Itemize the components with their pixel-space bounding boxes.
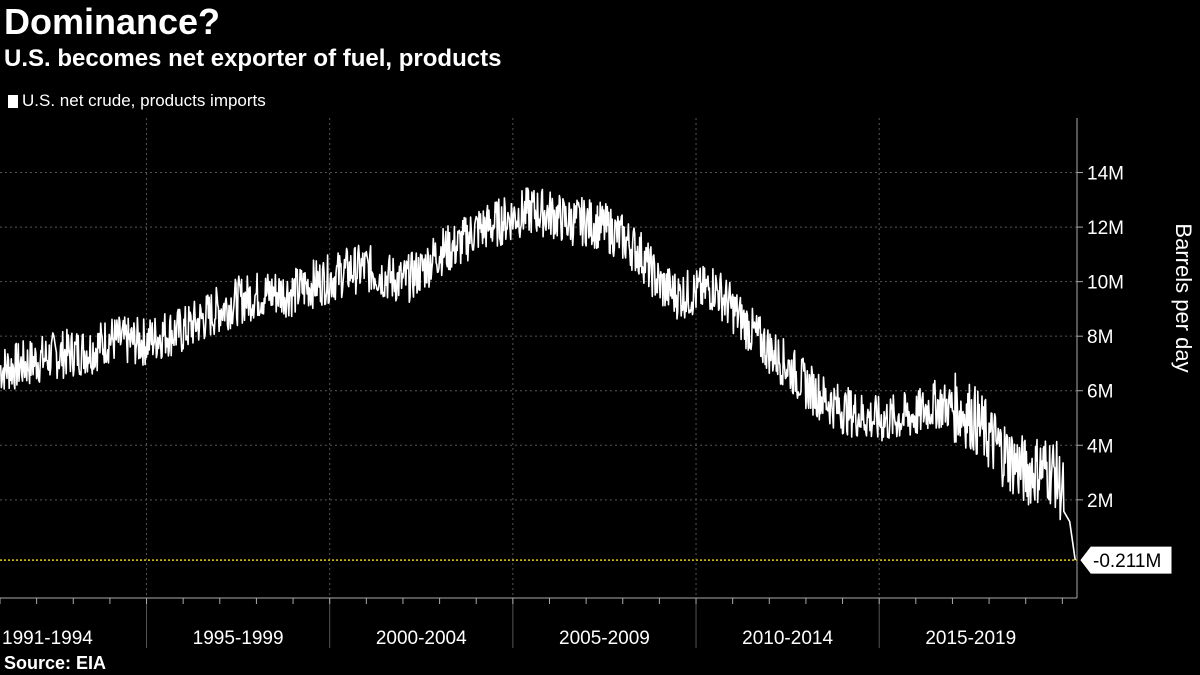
y-tick-label: 2M — [1087, 491, 1113, 512]
x-period-label: 2005-2009 — [559, 628, 650, 649]
last-value-label: -0.211M — [1093, 551, 1161, 572]
y-tick-label: 4M — [1087, 436, 1113, 457]
legend: U.S. net crude, products imports — [8, 90, 266, 112]
legend-swatch — [8, 94, 18, 108]
x-period-label: 2015-2019 — [925, 628, 1016, 649]
x-period-label: 2010-2014 — [742, 628, 833, 649]
x-period-label: 2000-2004 — [376, 628, 467, 649]
source-note: Source: EIA — [4, 653, 107, 673]
y-tick-label: 12M — [1087, 218, 1124, 239]
x-period-label: 1995-1999 — [193, 628, 284, 649]
y-tick-label: 8M — [1087, 327, 1113, 348]
x-period-label: 1991-1994 — [2, 628, 93, 649]
chart-title: Dominance? — [4, 1, 221, 42]
legend-entry-label: U.S. net crude, products imports — [22, 91, 266, 110]
y-tick-label: 6M — [1087, 382, 1113, 403]
y-tick-label: 10M — [1087, 273, 1124, 294]
last-value-callout — [1080, 546, 1172, 574]
y-axis-title: Barrels per day — [1171, 223, 1196, 372]
chart-subtitle: U.S. becomes net exporter of fuel, produ… — [4, 45, 502, 72]
y-tick-label: 14M — [1087, 164, 1124, 185]
series-line-net-imports — [0, 187, 1076, 561]
